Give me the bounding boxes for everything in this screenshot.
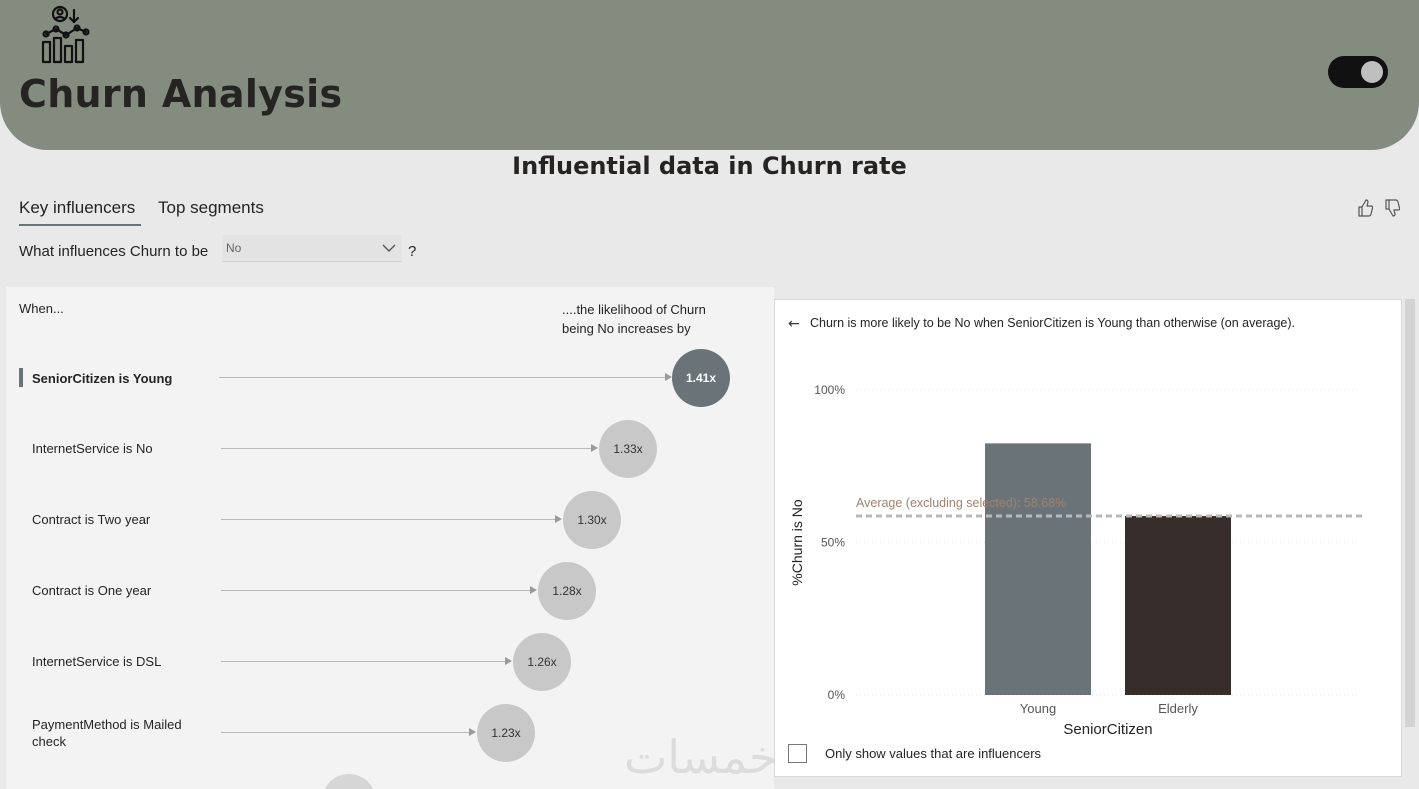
influencer-bubble[interactable]: 1.41x bbox=[672, 349, 730, 407]
bar-young bbox=[985, 443, 1091, 695]
arrow-right-icon bbox=[555, 515, 562, 523]
influencer-bubble[interactable]: 1.26x bbox=[513, 633, 571, 691]
dropdown-selected-value[interactable]: No bbox=[226, 241, 242, 255]
arrow-right-icon bbox=[530, 586, 537, 594]
y-axis-title: %Churn is No bbox=[789, 499, 805, 586]
only-influencers-label: Only show values that are influencers bbox=[825, 746, 1042, 761]
app-title: Churn Analysis bbox=[19, 72, 343, 116]
thumbs-up-icon[interactable] bbox=[1357, 199, 1373, 217]
churn-value-dropdown[interactable]: No bbox=[222, 235, 402, 262]
question-prefix: What influences Churn to be bbox=[19, 243, 209, 260]
theme-toggle[interactable] bbox=[1328, 56, 1388, 88]
influencer-explanation: Churn is more likely to be No when Senio… bbox=[810, 316, 1295, 330]
influencer-bubble[interactable]: 1.30x bbox=[563, 491, 621, 549]
key-influencers-panel bbox=[6, 287, 774, 789]
influencer-bubble[interactable]: 1.28x bbox=[538, 562, 596, 620]
watermark: خمسات bbox=[624, 730, 778, 784]
influencer-label[interactable]: Contract is One year bbox=[32, 583, 152, 598]
influencer-bubble[interactable]: 1.23x bbox=[477, 704, 535, 762]
influencer-label[interactable]: SeniorCitizen is Young bbox=[32, 371, 173, 386]
influencer-line bbox=[221, 590, 532, 591]
influencer-bubble[interactable]: 1.33x bbox=[599, 420, 657, 478]
arrow-right-icon bbox=[665, 373, 672, 381]
influencer-line bbox=[221, 448, 593, 449]
scrollbar[interactable] bbox=[1405, 299, 1415, 727]
likelihood-label: ....the likelihood of Churn being No inc… bbox=[562, 302, 706, 336]
when-label: When... bbox=[19, 301, 64, 316]
x-axis-title: SeniorCitizen bbox=[1063, 721, 1152, 738]
toggle-knob[interactable] bbox=[1361, 61, 1383, 83]
bar-elderly bbox=[1125, 516, 1231, 695]
influencer-line bbox=[221, 661, 507, 662]
only-influencers-checkbox[interactable] bbox=[788, 744, 807, 763]
average-reference-label: Average (excluding selected): 58.68% bbox=[856, 496, 1066, 510]
influencer-line bbox=[219, 377, 667, 378]
arrow-right-icon bbox=[591, 444, 598, 452]
senior-citizen-bar-chart: 0% 50% 100% %Churn is No Young Elderly SeniorC… bbox=[789, 383, 1362, 738]
influencer-label[interactable]: InternetService is No bbox=[32, 441, 153, 456]
back-arrow-icon[interactable]: ← bbox=[788, 316, 800, 332]
tab-top-segments[interactable]: Top segments bbox=[158, 198, 264, 217]
x-tick-label: Elderly bbox=[1158, 701, 1198, 716]
influencer-bubble-partial[interactable] bbox=[322, 774, 376, 789]
influencer-line bbox=[221, 519, 557, 520]
analytics-people-icon bbox=[41, 5, 90, 64]
influencer-line bbox=[221, 732, 471, 733]
thumbs-down-icon[interactable] bbox=[1384, 199, 1400, 217]
question-suffix: ? bbox=[408, 243, 417, 260]
active-tab-underline bbox=[19, 224, 141, 226]
tab-key-influencers[interactable]: Key influencers bbox=[19, 198, 136, 217]
arrow-right-icon bbox=[505, 657, 512, 665]
report-header: Churn Analysis bbox=[0, 0, 1419, 150]
y-tick-label: 100% bbox=[814, 383, 845, 397]
y-tick-label: 0% bbox=[828, 688, 846, 702]
influencer-label[interactable]: PaymentMethod is Mailed check bbox=[32, 717, 182, 749]
influencer-label[interactable]: InternetService is DSL bbox=[32, 654, 162, 669]
influencer-label[interactable]: Contract is Two year bbox=[32, 512, 151, 527]
selected-indicator bbox=[19, 368, 23, 387]
y-tick-label: 50% bbox=[821, 536, 845, 550]
chevron-down-icon[interactable] bbox=[382, 243, 396, 253]
x-tick-label: Young bbox=[1020, 701, 1056, 716]
arrow-right-icon bbox=[469, 728, 476, 736]
page-title: Influential data in Churn rate bbox=[512, 152, 907, 180]
